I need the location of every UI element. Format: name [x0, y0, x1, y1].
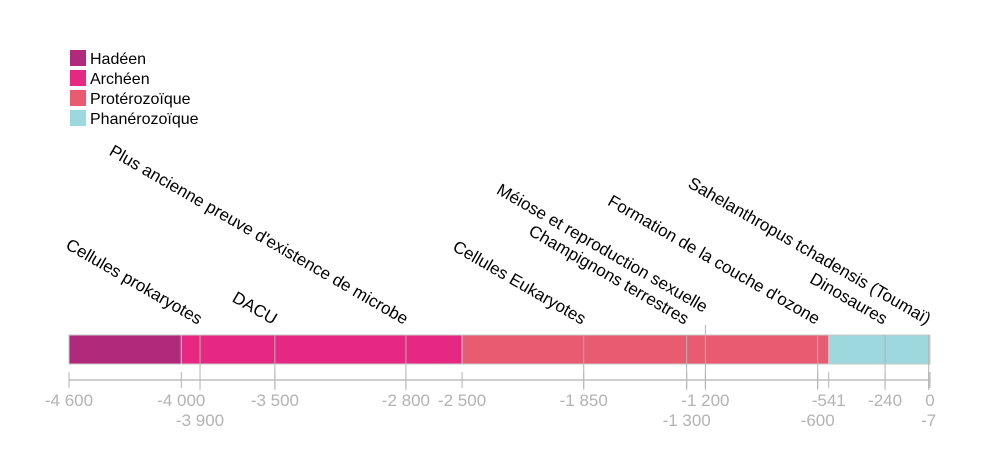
- tick-label: -1 300: [663, 411, 711, 430]
- tick-label: -541: [812, 391, 846, 410]
- tick-label: -600: [801, 411, 835, 430]
- tick-label: 0: [925, 391, 934, 410]
- period-bars: [68, 325, 931, 390]
- tick-label: -4 600: [45, 391, 93, 410]
- x-axis: -4 600 -4 000-3 900 -3 500 -2 800 -2 500 -1 8…: [45, 372, 936, 430]
- legend-label: Phanérozoïque: [90, 111, 199, 128]
- tick-label: -240: [868, 391, 902, 410]
- period-bar: [828, 334, 931, 365]
- legend-label: Hadéen: [90, 51, 146, 68]
- tick-label: -2 500: [438, 391, 486, 410]
- tick-label: -3 900: [176, 411, 224, 430]
- legend: Hadéen Archéen Protérozoïque Phanérozoïque: [70, 50, 199, 128]
- period-bar: [180, 334, 463, 365]
- legend-label: Protérozoïque: [90, 91, 191, 108]
- period-bar: [461, 334, 830, 365]
- legend-swatch: [70, 90, 86, 106]
- tick-label: -3 500: [251, 391, 299, 410]
- legend-swatch: [70, 70, 86, 86]
- period-bar: [68, 334, 182, 365]
- tick-label: -4 000: [157, 391, 205, 410]
- tick-label: -2 800: [382, 391, 430, 410]
- tick-label: -1 850: [560, 391, 608, 410]
- legend-label: Archéen: [90, 71, 150, 88]
- tick-label: -1 200: [681, 391, 729, 410]
- legend-swatch: [70, 50, 86, 66]
- legend-swatch: [70, 110, 86, 126]
- event-label: Cellules prokaryotes: [63, 235, 206, 328]
- tick-label: -7: [921, 411, 936, 430]
- event-label: DACU: [229, 288, 280, 329]
